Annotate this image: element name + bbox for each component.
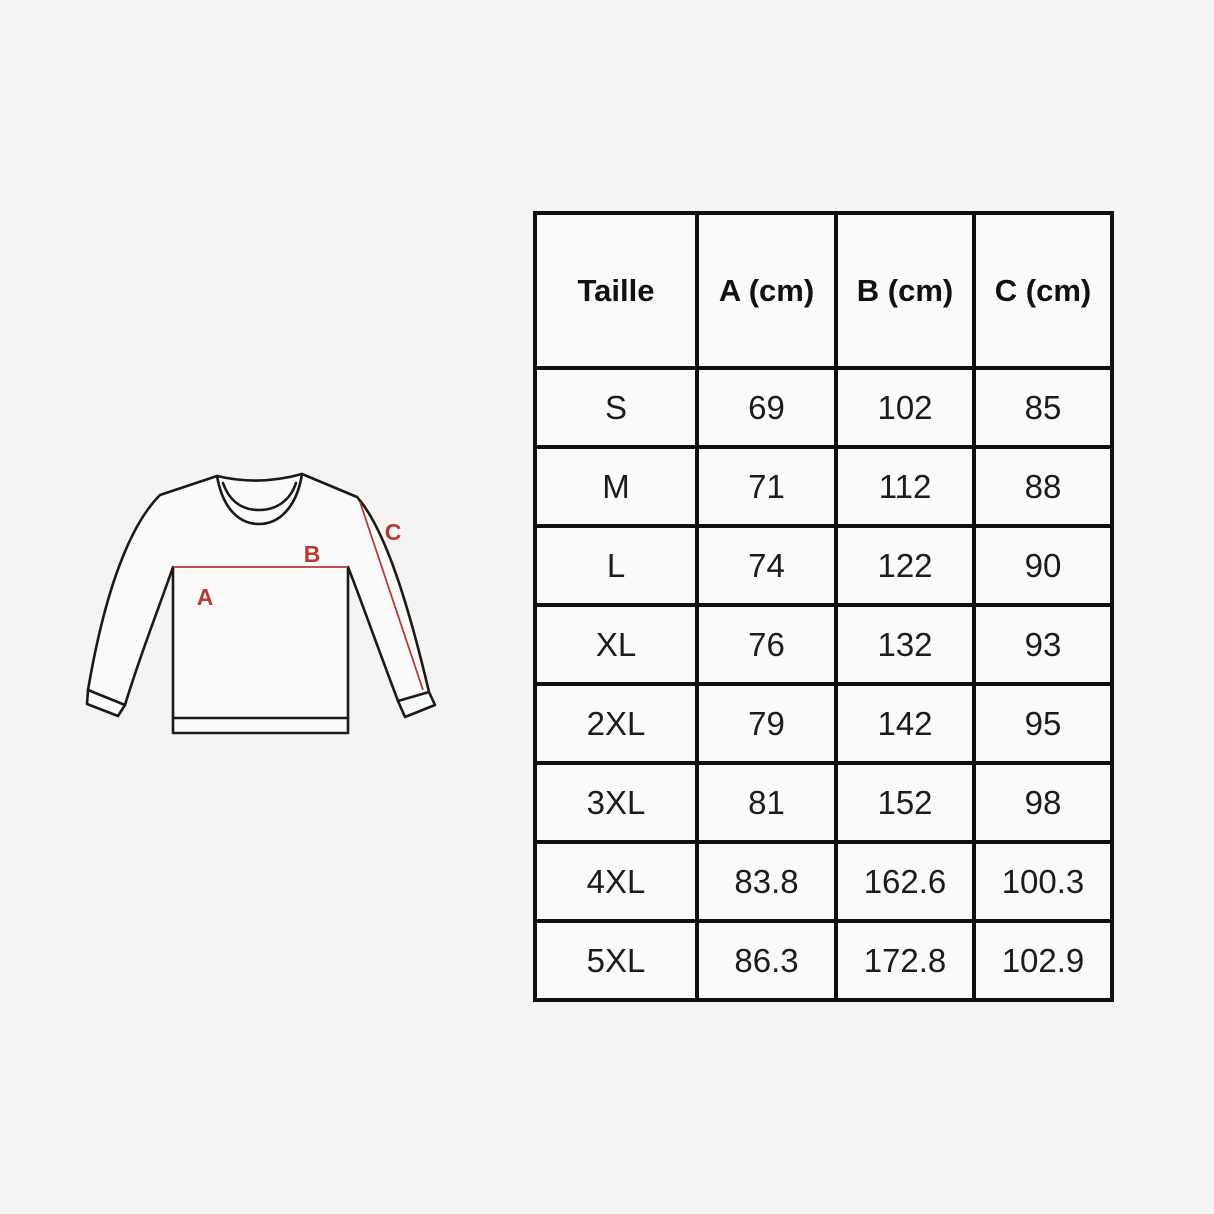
measurement-cell: 79	[695, 682, 838, 765]
header-b-cm: B (cm)	[834, 211, 976, 370]
table-row-l: L 74 122 90	[533, 524, 1114, 607]
left-cuff-line	[86, 688, 127, 707]
header-a-cm: A (cm)	[695, 211, 838, 370]
header-taille: Taille	[533, 211, 699, 370]
measurement-cell: 152	[834, 761, 976, 844]
measurement-cell: 132	[834, 603, 976, 686]
table-row-4xl: 4XL 83.8 162.6 100.3	[533, 840, 1114, 923]
measurement-cell: 71	[695, 445, 838, 528]
measurement-cell: 102	[834, 366, 976, 449]
size-cell: 2XL	[533, 682, 699, 765]
measurement-cell: 69	[695, 366, 838, 449]
measure-label-b: B	[304, 541, 321, 567]
measurement-cell: 95	[972, 682, 1114, 765]
measurement-cell: 88	[972, 445, 1114, 528]
collar-inner-line	[221, 481, 298, 512]
collar-outer-line	[215, 472, 304, 526]
measurement-cell: 90	[972, 524, 1114, 607]
table-row-xl: XL 76 132 93	[533, 603, 1114, 686]
size-cell: 5XL	[533, 919, 699, 1002]
measurement-cell: 85	[972, 366, 1114, 449]
measurement-cell: 86.3	[695, 919, 838, 1002]
measurement-cell: 172.8	[834, 919, 976, 1002]
garment-outline	[85, 472, 437, 735]
measurement-cell: 122	[834, 524, 976, 607]
measurement-cell: 98	[972, 761, 1114, 844]
size-cell: 3XL	[533, 761, 699, 844]
size-table: Taille A (cm) B (cm) C (cm) S 69 102 85 …	[533, 211, 1114, 1002]
table-row-s: S 69 102 85	[533, 366, 1114, 449]
measurement-cell: 93	[972, 603, 1114, 686]
measurement-cell: 162.6	[834, 840, 976, 923]
right-cuff-line	[396, 690, 431, 703]
size-cell: 4XL	[533, 840, 699, 923]
size-cell: S	[533, 366, 699, 449]
table-row-m: M 71 112 88	[533, 445, 1114, 528]
size-cell: L	[533, 524, 699, 607]
measure-label-c: C	[385, 519, 402, 545]
measurement-cell: 112	[834, 445, 976, 528]
measurement-cell: 74	[695, 524, 838, 607]
table-row-2xl: 2XL 79 142 95	[533, 682, 1114, 765]
measurement-cell: 142	[834, 682, 976, 765]
measurement-cell: 102.9	[972, 919, 1114, 1002]
header-c-cm: C (cm)	[972, 211, 1114, 370]
table-row-5xl: 5XL 86.3 172.8 102.9	[533, 919, 1114, 1002]
size-cell: XL	[533, 603, 699, 686]
measure-line-c	[359, 501, 424, 691]
measurement-cell: 83.8	[695, 840, 838, 923]
measurement-cell: 100.3	[972, 840, 1114, 923]
table-row-3xl: 3XL 81 152 98	[533, 761, 1114, 844]
measurement-cell: 76	[695, 603, 838, 686]
size-table-header-row: Taille A (cm) B (cm) C (cm)	[533, 211, 1114, 370]
measurement-cell: 81	[695, 761, 838, 844]
garment-diagram: A B C	[85, 472, 437, 735]
size-cell: M	[533, 445, 699, 528]
measure-label-a: A	[197, 584, 214, 610]
